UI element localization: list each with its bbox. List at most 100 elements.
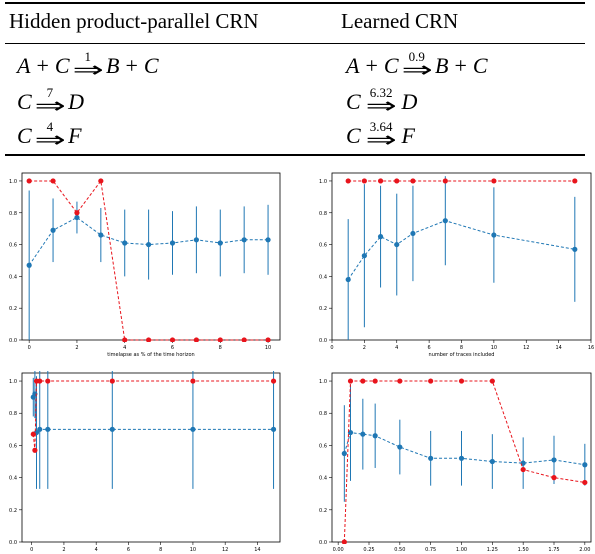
y-tick-label: 0.8: [9, 411, 17, 417]
blue-data-point: [146, 241, 152, 248]
y-tick-label: 0.4: [9, 274, 17, 280]
learned-reaction-3: C 3.64 ⇒ F: [346, 120, 415, 152]
rate-constant: 7: [46, 85, 54, 100]
x-tick-label: 10: [265, 345, 271, 351]
x-tick-label: 2: [363, 345, 366, 351]
red-data-point: [397, 378, 403, 384]
blue-data-point: [582, 462, 588, 468]
red-data-point: [32, 447, 38, 453]
red-data-point: [572, 178, 578, 184]
x-tick-label: 0: [330, 345, 333, 351]
blue-data-point: [45, 426, 51, 432]
blue-data-point: [241, 237, 247, 243]
x-axis-label: timelapse as % of the time horizon: [107, 352, 194, 358]
y-tick-label: 0.2: [9, 508, 17, 514]
red-data-point: [345, 178, 351, 184]
header-hidden-crn: Hidden product-parallel CRN: [9, 9, 259, 33]
plot-area: [341, 378, 588, 544]
plot-frame: [21, 372, 281, 543]
red-data-point: [489, 378, 495, 384]
species-c: C: [383, 53, 399, 78]
y-tick-label: 0.6: [319, 443, 327, 449]
y-tick-label: 1.0: [9, 179, 17, 185]
x-tick-label: 6: [428, 345, 431, 351]
reaction-arrow: 7 ⇒: [34, 85, 65, 118]
species-a: A: [346, 53, 360, 78]
plus-sign: +: [125, 53, 138, 78]
species-d: D: [401, 89, 418, 114]
red-series-line: [343, 380, 585, 543]
blue-data-point: [190, 426, 196, 432]
plot-bottom-left: 0.0 0.2 0.4 0.6 0.8 1.0 0 2 4 6 8 10 12 14: [9, 371, 281, 553]
x-tick-label: 8: [219, 345, 222, 351]
y-tick-label: 1.0: [319, 179, 327, 185]
blue-data-point: [109, 426, 115, 432]
plus-sign: +: [454, 53, 467, 78]
red-data-point: [217, 337, 223, 342]
x-tick-label: 1.25: [487, 547, 498, 553]
double-arrow-icon: ⇒: [34, 94, 66, 119]
red-data-point: [428, 378, 434, 384]
table-bottom-rule: [5, 154, 585, 156]
y-tick-label: 0.0: [9, 338, 17, 344]
table-header-rule: [5, 43, 585, 44]
plot-frame: [331, 172, 592, 341]
plus-sign: +: [365, 53, 378, 78]
x-tick-label: 12: [222, 547, 228, 553]
red-data-point: [146, 337, 152, 342]
blue-data-point: [372, 433, 378, 439]
red-data-point: [109, 378, 115, 384]
plot-timelapse: 0.0 0.2 0.4 0.6 0.8 1.0 0 2 4 6 8 10 timelapse as % …: [9, 172, 281, 358]
species-a: A: [17, 53, 31, 78]
blue-data-point: [458, 455, 465, 461]
plot-area: [345, 176, 578, 340]
red-series-line: [32, 380, 274, 451]
red-series-line: [29, 179, 269, 341]
rate-constant: 4: [46, 119, 54, 134]
blue-data-point: [428, 455, 434, 461]
y-tick-label: 1.0: [319, 379, 327, 385]
blue-data-point: [345, 276, 351, 283]
y-tick-label: 0.8: [9, 211, 17, 217]
red-data-point: [193, 337, 199, 342]
y-tick-label: 0.6: [319, 243, 327, 249]
red-data-point: [394, 178, 400, 184]
x-tick-label: 6: [171, 345, 174, 351]
red-data-point: [50, 178, 56, 184]
rate-constant: 0.9: [408, 49, 425, 64]
species-c: C: [143, 53, 159, 78]
blue-data-point: [572, 246, 578, 252]
blue-data-point: [37, 426, 43, 432]
x-tick-label: 14: [555, 345, 561, 351]
red-data-point: [491, 178, 497, 184]
y-tick-label: 0.2: [319, 306, 327, 312]
x-tick-label: 8: [159, 547, 162, 553]
y-tick-label: 0.6: [9, 243, 17, 249]
blue-data-point: [74, 214, 80, 221]
y-tick-label: 0.0: [9, 540, 17, 546]
species-f: F: [68, 123, 82, 148]
x-tick-label: 1.50: [518, 547, 529, 553]
crn-comparison-table: Hidden product-parallel CRN Learned CRN …: [5, 0, 585, 157]
blue-data-point: [122, 240, 128, 246]
reaction-arrow: 0.9 ⇒: [401, 49, 432, 82]
x-tick-label: 10: [190, 547, 196, 553]
species-c: C: [17, 89, 32, 114]
red-data-point: [74, 210, 80, 216]
species-d: D: [68, 89, 85, 114]
species-c: C: [17, 123, 32, 148]
rate-constant: 1: [84, 49, 92, 64]
double-arrow-icon: ⇒: [365, 128, 397, 153]
blue-series-line: [343, 432, 585, 466]
x-tick-label: 16: [588, 345, 594, 351]
reaction-arrow: 1 ⇒: [72, 49, 103, 82]
blue-data-point: [410, 230, 416, 237]
red-data-point: [551, 475, 557, 481]
x-tick-label: 2: [62, 547, 65, 553]
blue-data-point: [265, 237, 271, 243]
plus-sign: +: [36, 53, 49, 78]
red-data-point: [442, 178, 448, 184]
blue-data-point: [98, 232, 104, 238]
blue-series-line: [28, 216, 269, 266]
x-tick-label: 6: [127, 547, 130, 553]
